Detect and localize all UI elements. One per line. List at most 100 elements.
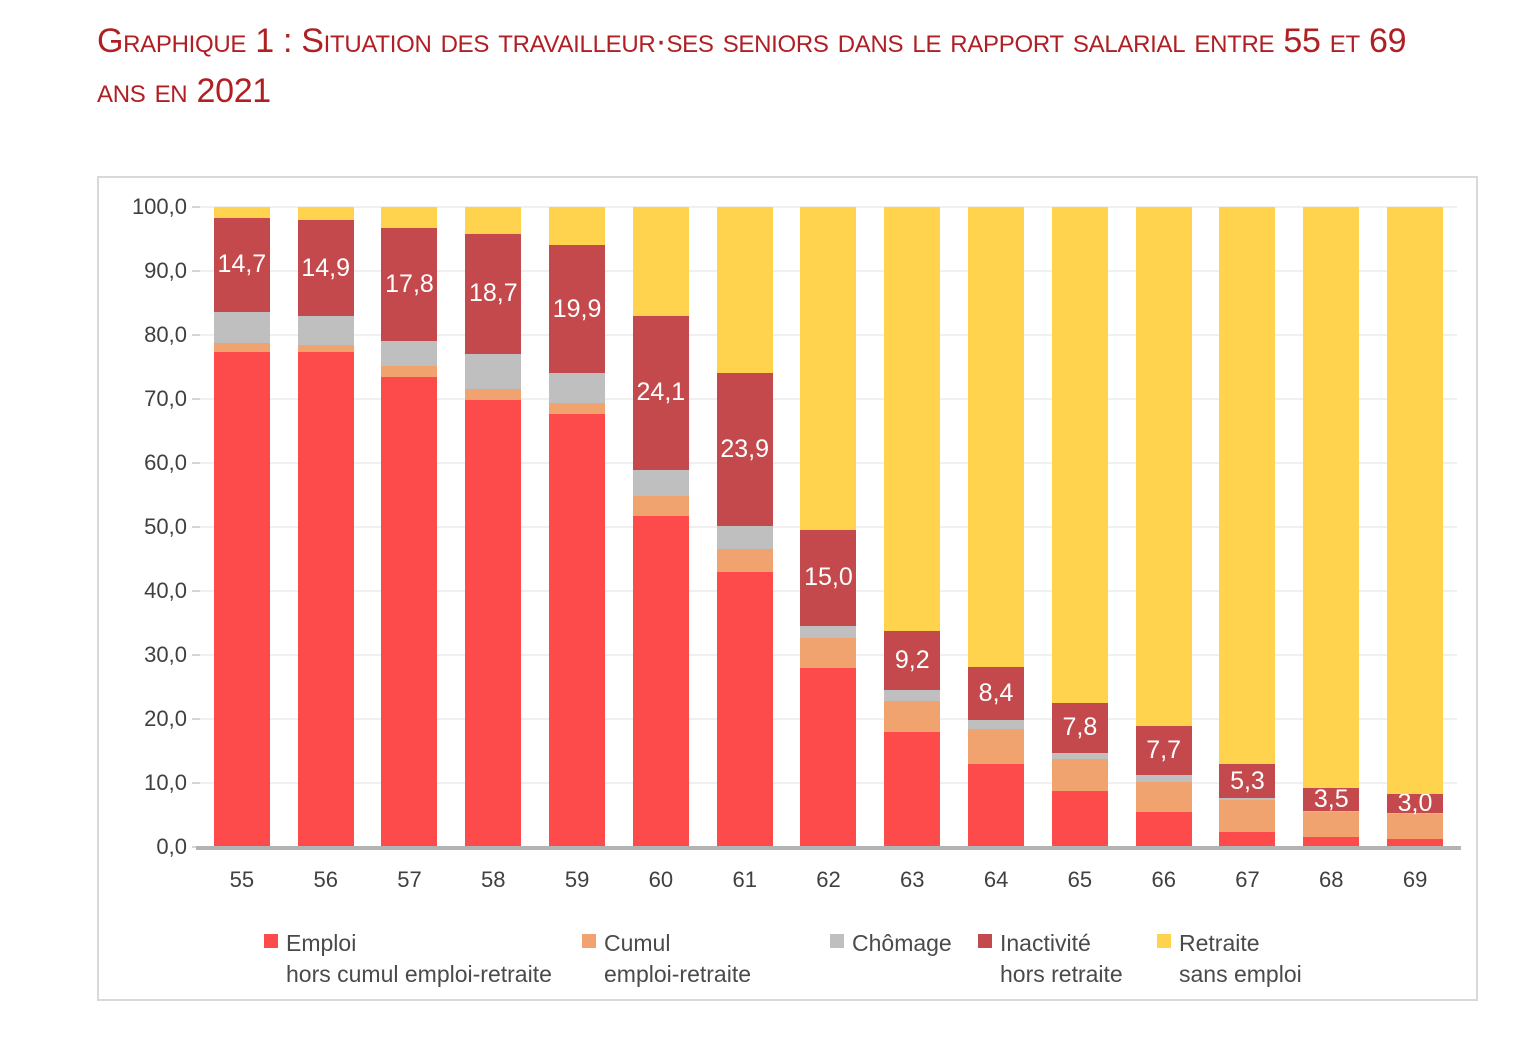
legend-swatch [1157, 934, 1171, 948]
bar-segment-60-s0 [632, 516, 689, 847]
bar-value-label: 7,7 [1146, 736, 1182, 765]
bar-segment-59-s2 [549, 372, 606, 403]
stacked-bar-60: 24,1 [632, 207, 689, 847]
bar-segment-61-s3: 23,9 [716, 372, 773, 526]
bar-segment-67-s1 [1219, 800, 1276, 833]
bar-segment-66-s1 [1135, 781, 1192, 812]
title-line-1: Graphique 1 : Situation des travailleur·… [97, 22, 1407, 60]
stacked-bar-57: 17,8 [381, 207, 438, 847]
bar-segment-67-s0 [1219, 832, 1276, 847]
bar-segment-59-s3: 19,9 [549, 245, 606, 373]
bar-segment-69-s2 [1387, 813, 1444, 815]
bar-segment-69-s0 [1387, 839, 1444, 847]
bar-segment-66-s3: 7,7 [1135, 726, 1192, 776]
bar-segment-66-s4 [1135, 207, 1192, 727]
bar-segment-64-s3: 8,4 [968, 666, 1025, 721]
bar-segment-55-s0 [213, 352, 270, 847]
stacked-bar-62: 15,0 [800, 207, 857, 847]
gridline [192, 206, 1457, 208]
y-axis-tick [192, 334, 200, 336]
bar-segment-60-s1 [632, 495, 689, 517]
legend-label: Emploi hors cumul emploi-retraite [286, 930, 552, 987]
bar-segment-65-s2 [1051, 752, 1108, 760]
bars-row: 14,7 14,9 17,8 18,7 19,9 24,1 23,9 15,0 9,2 8,4 7,… [200, 207, 1457, 847]
y-axis-tick [192, 270, 200, 272]
stacked-bar-68: 3,5 [1303, 207, 1360, 847]
bar-segment-57-s0 [381, 376, 438, 847]
stacked-bar-59: 19,9 [549, 207, 606, 847]
chart-figure: 14,7 14,9 17,8 18,7 19,9 24,1 23,9 15,0 9,2 8,4 7,… [97, 176, 1478, 1001]
y-axis-tick [192, 398, 200, 400]
stacked-bar-66: 7,7 [1135, 207, 1192, 847]
y-axis-tick [192, 462, 200, 464]
bar-segment-63-s4 [884, 207, 941, 631]
bar-segment-58-s1 [465, 388, 522, 400]
stacked-bar-55: 14,7 [213, 207, 270, 847]
bar-segment-64-s1 [968, 729, 1025, 764]
bar-segment-61-s0 [716, 572, 773, 847]
legend-item-5: Retraite sans emploi [1157, 928, 1302, 990]
y-axis-label: 60,0 [144, 450, 187, 475]
bar-segment-65-s1 [1051, 759, 1108, 791]
bar-segment-62-s1 [800, 638, 857, 668]
stacked-bar-65: 7,8 [1051, 207, 1108, 847]
bar-segment-65-s0 [1051, 790, 1108, 847]
bar-segment-66-s2 [1135, 775, 1192, 782]
legend-swatch [978, 934, 992, 948]
bar-segment-56-s2 [297, 315, 354, 345]
bar-segment-55-s3: 14,7 [213, 217, 270, 312]
bar-value-label: 23,9 [720, 434, 769, 463]
y-axis-label: 30,0 [144, 642, 187, 667]
y-axis-label: 80,0 [144, 322, 187, 347]
y-axis-label: 20,0 [144, 706, 187, 731]
title-line-2: ans en 2021 [97, 72, 271, 110]
bar-slot-56: 14,9 [284, 207, 368, 847]
bar-segment-63-s0 [884, 731, 941, 847]
y-axis-label: 0,0 [156, 834, 187, 859]
x-axis-label-61: 61 [732, 867, 757, 892]
bar-segment-63-s3: 9,2 [884, 630, 941, 690]
bar-segment-60-s4 [632, 207, 689, 316]
x-axis-label-55: 55 [229, 867, 255, 892]
y-axis-tick [192, 654, 200, 656]
bar-segment-57-s3: 17,8 [381, 227, 438, 342]
bar-segment-67-s2 [1219, 798, 1276, 801]
x-axis-label-65: 65 [1067, 867, 1093, 892]
stacked-bar-63: 9,2 [884, 207, 941, 847]
bar-segment-68-s3: 3,5 [1303, 784, 1360, 813]
y-axis-tick [192, 206, 200, 208]
bar-value-label: 3,5 [1313, 784, 1349, 813]
bar-segment-55-s1 [213, 342, 270, 353]
bar-value-label: 7,8 [1062, 713, 1098, 742]
bar-slot-60: 24,1 [619, 207, 703, 847]
stacked-bar-61: 23,9 [716, 207, 773, 847]
stacked-bar-69: 3,0 [1387, 207, 1444, 847]
legend-label: Cumul emploi-retraite [604, 930, 751, 987]
legend-swatch [264, 934, 278, 948]
bar-slot-67: 5,3 [1206, 207, 1290, 847]
bar-value-label: 3,0 [1397, 789, 1433, 818]
bar-segment-59-s4 [549, 207, 606, 246]
x-axis-label-64: 64 [983, 867, 1009, 892]
bar-segment-64-s0 [968, 763, 1025, 847]
bar-slot-57: 17,8 [368, 207, 452, 847]
y-axis-label: 40,0 [144, 578, 187, 603]
bar-segment-55-s2 [213, 311, 270, 343]
bar-segment-63-s2 [884, 689, 941, 702]
bar-segment-69-s4 [1387, 207, 1444, 794]
bar-segment-68-s4 [1303, 207, 1360, 789]
bar-segment-67-s3: 5,3 [1219, 764, 1276, 799]
x-axis-label-63: 63 [900, 867, 925, 892]
bar-segment-55-s4 [213, 207, 270, 218]
bar-segment-62-s3: 15,0 [800, 529, 857, 626]
y-axis-label: 90,0 [144, 258, 187, 283]
y-axis-tick [192, 718, 200, 720]
bar-slot-64: 8,4 [954, 207, 1038, 847]
y-axis-label: 70,0 [144, 386, 187, 411]
bar-slot-66: 7,7 [1122, 207, 1206, 847]
bar-segment-58-s0 [465, 399, 522, 847]
bar-value-label: 17,8 [385, 269, 434, 298]
page-title: Graphique 1 : Situation des travailleur·… [97, 16, 1407, 116]
bar-segment-67-s4 [1219, 207, 1276, 765]
bar-segment-68-s0 [1303, 836, 1360, 847]
